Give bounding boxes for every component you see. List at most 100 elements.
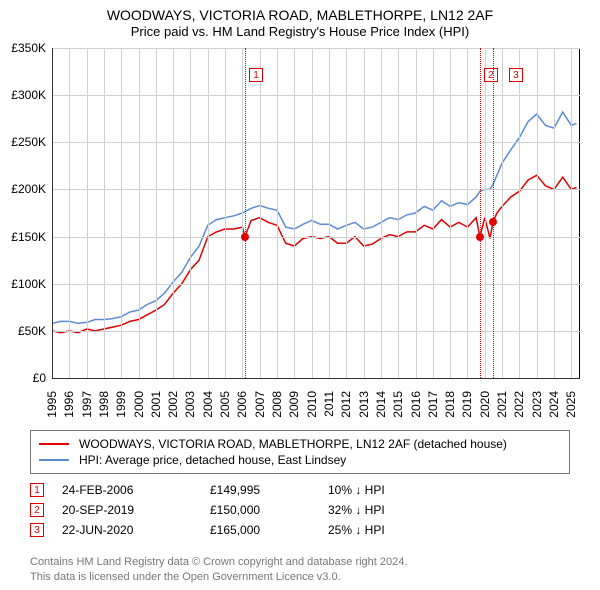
x-axis-label: 2002 (166, 391, 180, 418)
gridline-vertical (571, 48, 572, 378)
annotation-date: 22-JUN-2020 (62, 523, 192, 537)
sale-marker-badge: 1 (249, 68, 263, 82)
gridline-vertical (156, 48, 157, 378)
legend-item: WOODWAYS, VICTORIA ROAD, MABLETHORPE, LN… (39, 436, 561, 452)
gridline-vertical (519, 48, 520, 378)
annotation-price: £150,000 (210, 503, 310, 517)
gridline-horizontal (52, 284, 580, 285)
footer-attribution: Contains HM Land Registry data © Crown c… (30, 555, 407, 584)
x-axis-label: 2008 (270, 391, 284, 418)
x-axis-label: 2018 (443, 391, 457, 418)
annotation-row: 3 22-JUN-2020 £165,000 25% ↓ HPI (30, 520, 570, 540)
x-axis-label: 2022 (512, 391, 526, 418)
gridline-vertical (485, 48, 486, 378)
sales-annotation-table: 124-FEB-2006£149,99510% ↓ HPI220-SEP-201… (30, 480, 570, 540)
gridline-vertical (433, 48, 434, 378)
gridline-vertical (173, 48, 174, 378)
gridline-vertical (502, 48, 503, 378)
x-axis-label: 2025 (564, 391, 578, 418)
y-axis-label: £0 (33, 371, 46, 385)
annotation-price: £165,000 (210, 523, 310, 537)
gridline-vertical (87, 48, 88, 378)
annotation-badge: 2 (30, 503, 44, 517)
gridline-vertical (294, 48, 295, 378)
legend-item: HPI: Average price, detached house, East… (39, 452, 561, 468)
legend-swatch (39, 459, 69, 461)
gridline-vertical (416, 48, 417, 378)
title-block: WOODWAYS, VICTORIA ROAD, MABLETHORPE, LN… (0, 0, 600, 41)
annotation-date: 24-FEB-2006 (62, 483, 192, 497)
gridline-horizontal (52, 95, 580, 96)
x-axis-label: 2019 (460, 391, 474, 418)
x-axis-label: 2016 (409, 391, 423, 418)
annotation-diff: 25% ↓ HPI (328, 523, 458, 537)
legend-label: WOODWAYS, VICTORIA ROAD, MABLETHORPE, LN… (79, 437, 507, 451)
gridline-vertical (329, 48, 330, 378)
x-axis-label: 2024 (547, 391, 561, 418)
gridline-vertical (121, 48, 122, 378)
gridline-vertical (190, 48, 191, 378)
gridline-vertical (277, 48, 278, 378)
annotation-badge: 1 (30, 483, 44, 497)
gridline-horizontal (52, 189, 580, 190)
series-property (52, 175, 577, 332)
annotation-row: 124-FEB-2006£149,99510% ↓ HPI (30, 480, 570, 500)
x-axis-label: 2012 (339, 391, 353, 418)
x-axis-label: 2017 (426, 391, 440, 418)
gridline-horizontal (52, 237, 580, 238)
footer-line2: This data is licensed under the Open Gov… (30, 570, 407, 584)
y-axis-label: £300K (11, 88, 46, 102)
sale-marker-line (493, 48, 494, 378)
x-axis-label: 2001 (149, 391, 163, 418)
gridline-vertical (260, 48, 261, 378)
sale-marker-line (245, 48, 246, 378)
sale-marker-dot (476, 233, 484, 241)
x-axis-label: 2004 (201, 391, 215, 418)
gridline-vertical (242, 48, 243, 378)
title-address: WOODWAYS, VICTORIA ROAD, MABLETHORPE, LN… (0, 6, 600, 24)
y-axis-label: £150K (11, 230, 46, 244)
gridline-vertical (364, 48, 365, 378)
x-axis-label: 2006 (235, 391, 249, 418)
x-axis-label: 1997 (80, 391, 94, 418)
y-axis-label: £50K (18, 324, 46, 338)
gridline-vertical (467, 48, 468, 378)
gridline-vertical (225, 48, 226, 378)
annotation-badge: 3 (30, 523, 44, 537)
gridline-horizontal (52, 142, 580, 143)
footer-line1: Contains HM Land Registry data © Crown c… (30, 555, 407, 569)
x-axis-label: 1995 (45, 391, 59, 418)
chart-container: WOODWAYS, VICTORIA ROAD, MABLETHORPE, LN… (0, 0, 600, 590)
legend-label: HPI: Average price, detached house, East… (79, 453, 346, 467)
x-axis-label: 2000 (132, 391, 146, 418)
gridline-horizontal (52, 378, 580, 379)
annotation-diff: 32% ↓ HPI (328, 503, 458, 517)
gridline-vertical (381, 48, 382, 378)
gridline-vertical (69, 48, 70, 378)
gridline-vertical (312, 48, 313, 378)
x-axis-label: 1996 (62, 391, 76, 418)
x-axis-label: 2023 (530, 391, 544, 418)
x-axis-label: 2014 (374, 391, 388, 418)
x-axis-label: 2010 (305, 391, 319, 418)
x-axis-label: 2005 (218, 391, 232, 418)
sale-marker-dot (241, 233, 249, 241)
x-axis-label: 2021 (495, 391, 509, 418)
series-hpi (52, 112, 577, 323)
y-axis-label: £200K (11, 182, 46, 196)
gridline-horizontal (52, 331, 580, 332)
x-axis-label: 2015 (391, 391, 405, 418)
legend-swatch (39, 443, 69, 445)
x-axis-label: 1999 (114, 391, 128, 418)
sale-marker-dot (489, 218, 497, 226)
gridline-vertical (208, 48, 209, 378)
annotation-row: 220-SEP-2019£150,00032% ↓ HPI (30, 500, 570, 520)
chart-plot-area: £0£50K£100K£150K£200K£250K£300K£350K1995… (52, 48, 580, 378)
x-axis-label: 2003 (183, 391, 197, 418)
y-axis-label: £350K (11, 41, 46, 55)
chart-lines-svg (52, 48, 580, 378)
y-axis-label: £100K (11, 277, 46, 291)
y-axis-label: £250K (11, 135, 46, 149)
sale-marker-badge: 2 (484, 68, 498, 82)
x-axis-label: 2020 (478, 391, 492, 418)
